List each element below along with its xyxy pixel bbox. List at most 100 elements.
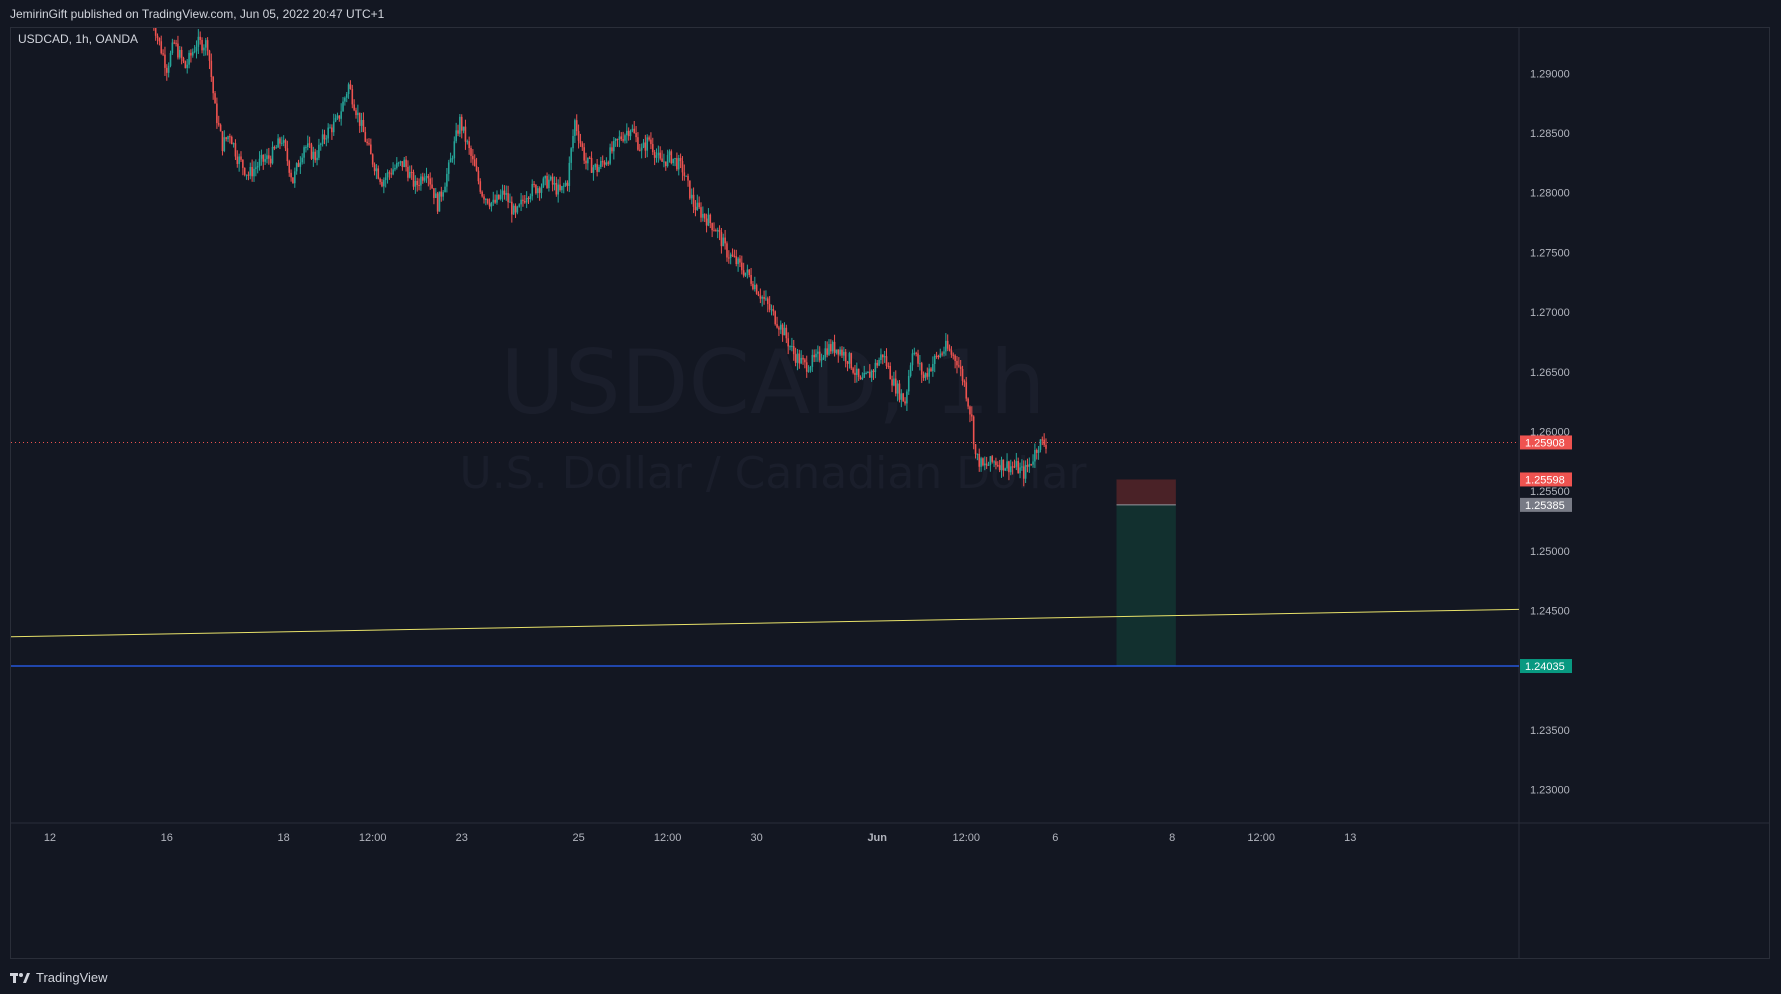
candle-down	[718, 225, 721, 241]
candle-up	[924, 372, 927, 381]
time-tick-label: 18	[278, 832, 290, 844]
candle-down	[844, 348, 847, 368]
plot-area[interactable]	[11, 28, 1519, 667]
candle-up	[1006, 453, 1008, 472]
candle-up	[600, 156, 602, 170]
candle-up	[446, 168, 448, 193]
candle-body	[690, 194, 693, 199]
candle-up	[729, 252, 732, 265]
candle-down	[217, 115, 220, 127]
candle-down	[998, 459, 1001, 473]
candle-down	[314, 148, 316, 163]
candle-body	[420, 176, 422, 186]
candle-up	[928, 363, 930, 384]
candle-body	[766, 298, 769, 304]
candle-up	[301, 153, 304, 165]
candle-down	[166, 64, 168, 81]
candle-down	[703, 213, 706, 223]
candle-down	[941, 351, 943, 357]
candle-down	[158, 37, 161, 46]
price-chart[interactable]: USDCAD, 1h U.S. Dollar / Canadian Dollar U…	[11, 28, 1769, 958]
candle-down	[310, 142, 313, 160]
candle-body	[765, 298, 767, 300]
price-tick-label: 1.25500	[1530, 486, 1570, 498]
candle-body	[700, 207, 702, 218]
time-tick-label: 23	[456, 832, 468, 844]
candle-body	[414, 180, 417, 187]
candle-up	[744, 272, 747, 277]
candle-body	[1026, 464, 1029, 467]
candle-body	[822, 357, 825, 360]
candle-up	[1015, 452, 1018, 471]
candle-body	[839, 349, 841, 355]
candle-body	[509, 201, 511, 203]
candle-body	[813, 354, 815, 358]
candle-body	[778, 327, 780, 330]
candle-down	[748, 269, 751, 278]
candle-down	[1013, 459, 1016, 469]
candle-down	[1035, 448, 1038, 460]
candle-down	[638, 143, 641, 152]
candle-down	[759, 288, 762, 304]
take-profit-zone[interactable]	[1116, 504, 1176, 667]
candle-up	[529, 193, 532, 203]
candle-down	[969, 405, 971, 423]
candle-up	[598, 164, 600, 173]
candle-up	[614, 138, 617, 147]
candle-down	[948, 344, 951, 352]
candle-down	[937, 354, 940, 360]
candle-body	[396, 162, 398, 168]
candle-down	[486, 198, 489, 205]
candle-down	[177, 35, 179, 60]
candle-up	[791, 337, 793, 352]
candle-up	[987, 461, 990, 466]
candle-down	[527, 196, 530, 205]
candle-up	[548, 174, 550, 192]
candle-up	[549, 175, 552, 182]
axis-price-label: 1.25598	[1520, 472, 1572, 487]
candle-down	[887, 362, 890, 369]
candle-body	[312, 151, 315, 159]
axis-price-label-text: 1.25598	[1525, 474, 1565, 486]
candle-body	[705, 218, 708, 226]
candle-body	[724, 237, 726, 244]
candle-down	[199, 31, 201, 45]
candle-down	[991, 455, 994, 464]
candle-up	[572, 129, 574, 152]
time-tick-label: 13	[1344, 832, 1356, 844]
candle-up	[281, 136, 283, 147]
tradingview-brand[interactable]: TradingView	[10, 970, 108, 985]
candle-body	[642, 142, 645, 148]
candle-body	[542, 178, 545, 187]
candle-down	[219, 123, 222, 132]
candle-body	[301, 157, 304, 163]
candle-up	[562, 182, 565, 194]
candle-body	[338, 115, 341, 119]
candle-body	[768, 303, 771, 310]
candle-up	[809, 365, 812, 373]
candle-down	[507, 185, 509, 209]
candle-body	[162, 53, 164, 55]
time-tick-label: 12:00	[654, 832, 682, 844]
candle-down	[616, 138, 619, 147]
candle-body	[394, 167, 396, 170]
stop-loss-zone[interactable]	[1116, 479, 1176, 505]
candle-down	[533, 181, 535, 188]
candle-down	[728, 250, 730, 264]
candle-down	[440, 186, 443, 202]
candle-down	[833, 334, 836, 357]
ascending-trendline[interactable]	[11, 608, 1519, 638]
candle-body	[403, 159, 406, 167]
candle-down	[483, 194, 485, 204]
candle-body	[904, 401, 906, 404]
candle-down	[805, 355, 808, 378]
candle-body	[204, 40, 207, 48]
candle-body	[818, 351, 821, 361]
candle-body	[453, 141, 456, 159]
candle-down	[787, 332, 789, 355]
candle-body	[987, 464, 990, 466]
candle-body	[412, 172, 415, 187]
candle-body	[831, 341, 834, 352]
candle-down	[692, 187, 695, 214]
chart-frame[interactable]: USDCAD, 1h U.S. Dollar / Canadian Dollar U…	[10, 27, 1770, 959]
